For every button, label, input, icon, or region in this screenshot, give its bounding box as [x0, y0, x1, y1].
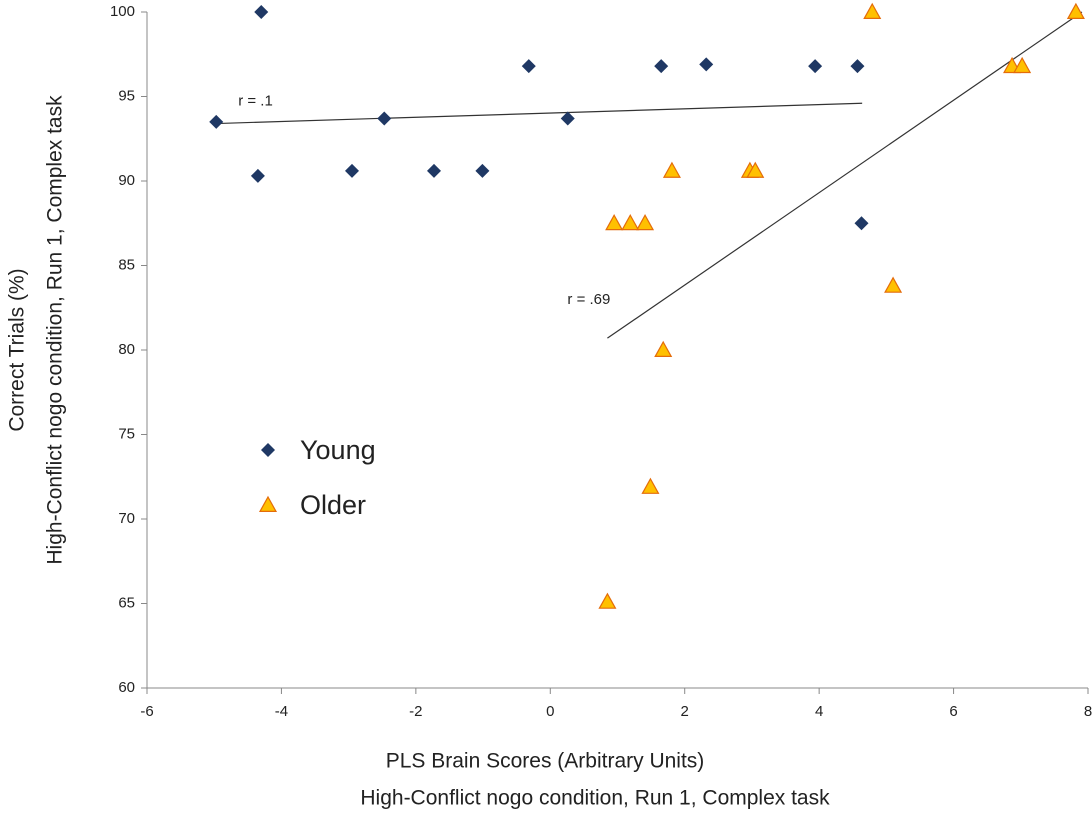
legend-marker	[258, 495, 278, 512]
point	[1013, 56, 1032, 74]
point	[521, 59, 536, 74]
point	[746, 161, 765, 178]
trend-line	[216, 102, 863, 125]
legend-label: Older	[300, 490, 366, 520]
trend-annotation: r = .69	[567, 291, 610, 308]
x-tick-label: -2	[409, 703, 422, 720]
point	[699, 57, 714, 72]
point	[884, 276, 903, 293]
point	[605, 214, 624, 231]
legend-label: Young	[300, 435, 376, 465]
point	[654, 59, 669, 74]
y-tick-label: 90	[118, 172, 135, 189]
y-axis-sublabel: High-Conflict nogo condition, Run 1, Com…	[44, 95, 67, 565]
point	[854, 216, 869, 231]
point	[377, 111, 392, 126]
y-tick-label: 70	[118, 510, 135, 527]
point	[850, 59, 865, 74]
point	[345, 163, 360, 178]
y-tick-label: 85	[118, 256, 135, 273]
point	[1066, 2, 1085, 19]
y-tick-label: 75	[118, 425, 135, 442]
point	[427, 163, 442, 178]
point	[662, 161, 681, 178]
point	[560, 111, 575, 126]
point	[863, 2, 882, 19]
x-tick-label: -6	[140, 703, 153, 720]
y-tick-label: 95	[118, 87, 135, 104]
point	[636, 214, 655, 231]
x-tick-label: 6	[949, 703, 957, 720]
point	[250, 168, 265, 183]
x-tick-label: -4	[275, 703, 288, 720]
point	[808, 59, 823, 74]
legend-marker	[261, 443, 275, 457]
trend-annotation: r = .1	[238, 93, 273, 110]
y-axis-label: Correct Trials (%)	[6, 268, 29, 431]
point	[254, 5, 269, 19]
x-axis-sublabel: High-Conflict nogo condition, Run 1, Com…	[360, 787, 830, 810]
x-tick-label: 4	[815, 703, 823, 720]
point	[621, 214, 640, 231]
x-tick-label: 0	[546, 703, 554, 720]
x-axis-label: PLS Brain Scores (Arbitrary Units)	[386, 750, 705, 773]
point	[209, 114, 224, 129]
y-tick-label: 100	[110, 3, 135, 20]
point	[598, 592, 617, 609]
y-tick-label: 65	[118, 594, 135, 611]
x-tick-label: 2	[681, 703, 689, 720]
trend-line	[607, 11, 1083, 339]
y-tick-label: 60	[118, 679, 135, 696]
point	[475, 163, 490, 178]
x-tick-label: 8	[1084, 703, 1092, 720]
point	[654, 340, 673, 357]
y-tick-label: 80	[118, 341, 135, 358]
point	[641, 477, 660, 494]
